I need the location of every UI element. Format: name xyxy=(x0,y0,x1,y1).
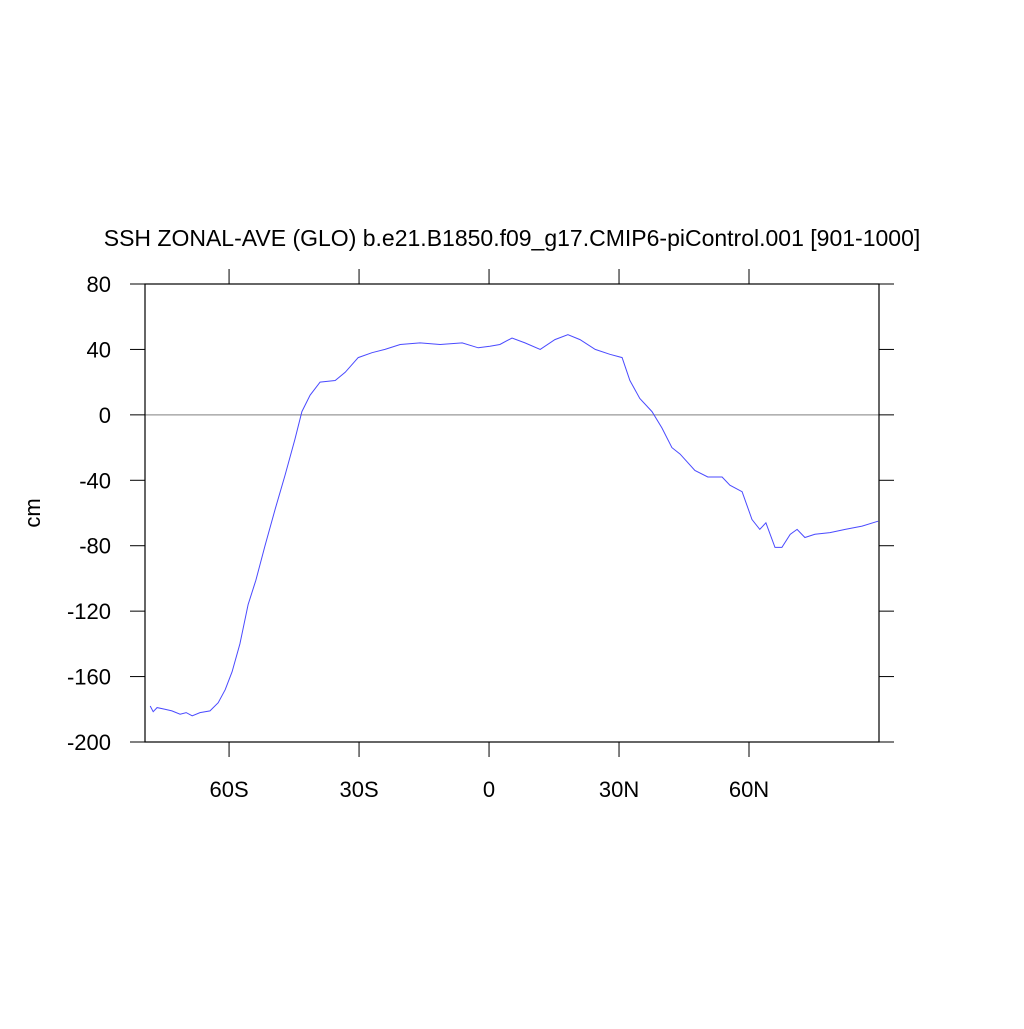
x-tick-label: 60S xyxy=(209,777,248,802)
y-tick-label: 80 xyxy=(87,272,111,297)
x-tick-label: 30S xyxy=(339,777,378,802)
data-line xyxy=(149,334,879,717)
y-tick-label: -80 xyxy=(79,534,111,559)
chart-title: SSH ZONAL-AVE (GLO) b.e21.B1850.f09_g17.… xyxy=(104,225,921,251)
y-tick-label: -120 xyxy=(67,599,111,624)
x-tick-label: 30N xyxy=(599,777,639,802)
y-tick-label: 0 xyxy=(99,403,111,428)
x-tick-label: 60N xyxy=(729,777,769,802)
y-tick-label: -200 xyxy=(67,730,111,755)
plot-frame xyxy=(144,283,880,743)
y-axis-label: cm xyxy=(20,498,45,527)
y-tick-label: 40 xyxy=(87,337,111,362)
y-tick-label: -40 xyxy=(79,468,111,493)
x-tick-label: 0 xyxy=(483,777,495,802)
y-tick-label: -160 xyxy=(67,665,111,690)
